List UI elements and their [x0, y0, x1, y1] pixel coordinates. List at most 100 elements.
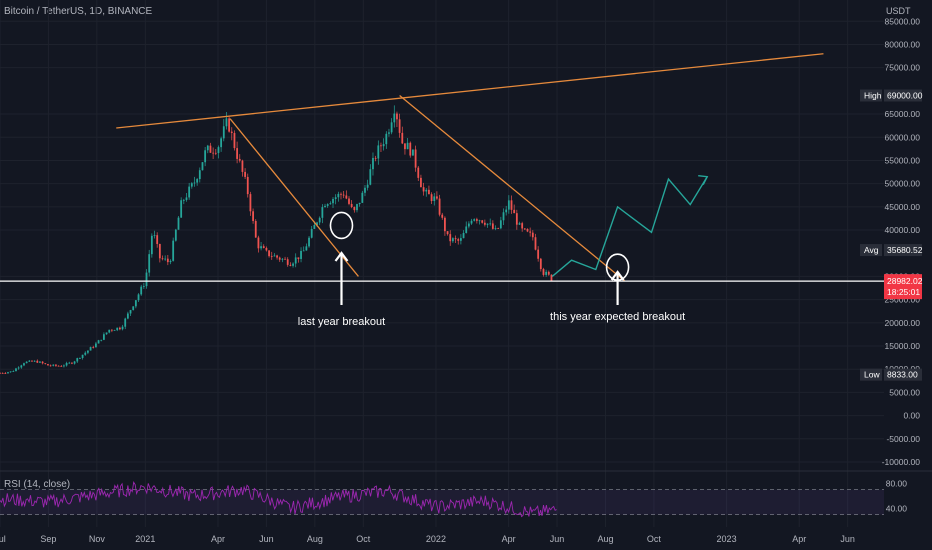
candle-body [404, 143, 406, 150]
candle-body [180, 200, 183, 218]
candle-body [113, 330, 116, 331]
time-tick-label: Oct [356, 534, 371, 544]
candle-body [73, 361, 76, 364]
candle-body [334, 197, 337, 200]
candle-body [87, 350, 89, 353]
candle-body [230, 131, 233, 133]
high-badge-label: High [864, 91, 882, 101]
candle-body [193, 182, 196, 184]
candle-body [140, 286, 143, 295]
candle-body [190, 183, 193, 187]
rsi-pane [0, 480, 884, 518]
candle-body [316, 222, 318, 225]
candle-body [110, 329, 113, 331]
candle-body [438, 198, 441, 215]
currency-unit: USDT [886, 6, 911, 16]
candle-body [39, 361, 41, 363]
candle-body [105, 332, 108, 335]
candle-body [542, 269, 545, 275]
candle-body [342, 194, 345, 196]
candle-body [257, 237, 260, 249]
candle-body [217, 147, 220, 154]
candle-body [121, 326, 124, 330]
candle-body [324, 205, 326, 208]
candle-body [254, 220, 257, 238]
candle-body [340, 193, 342, 195]
candle-body [348, 198, 350, 204]
candle-body [172, 240, 175, 261]
candle-body [489, 223, 492, 225]
candle-body [523, 228, 526, 230]
breakout-circle [329, 211, 354, 240]
price-axis[interactable]: 85000.00 80000.00 75000.00 65000.00 60000.00… [860, 16, 923, 513]
candle-body [153, 235, 156, 236]
candle-body [15, 368, 17, 372]
candle-body [388, 132, 390, 134]
candle-body [49, 365, 52, 367]
candle-body [382, 144, 385, 147]
low-badge-value: 8833.00 [887, 370, 918, 380]
candle-body [273, 255, 276, 257]
time-tick-label: Oct [647, 534, 662, 544]
candle-body [478, 220, 481, 222]
time-tick-label: Apr [502, 534, 516, 544]
candle-body [473, 219, 476, 221]
rsi-band [0, 489, 884, 515]
low-badge-label: Low [864, 370, 880, 380]
candle-body [486, 223, 489, 225]
candle-body [252, 211, 254, 221]
rsi-title[interactable]: RSI (14, close) [4, 479, 71, 490]
time-tick-label: Jun [259, 534, 274, 544]
high-badge-tag [860, 89, 882, 102]
candle-body [116, 327, 119, 331]
annotation-this-year: this year expected breakout [550, 311, 685, 323]
candle-body [65, 363, 68, 366]
candle-body [196, 179, 199, 183]
candle-body [17, 367, 20, 369]
candle-body [244, 171, 246, 177]
candle-body [428, 189, 430, 195]
time-tick-label: Jun [840, 534, 855, 544]
candle-body [377, 145, 380, 159]
low-badge-box [884, 368, 922, 381]
candle-body [446, 231, 449, 235]
current-price-value: 28982.02 [887, 276, 923, 286]
candle-body [76, 358, 79, 362]
candle-body [300, 250, 302, 259]
candle-body [108, 329, 111, 333]
time-tick-label: 2023 [717, 534, 737, 544]
candle-body [502, 212, 505, 221]
candle-body [209, 145, 212, 153]
candle-body [345, 195, 348, 199]
candle-body [124, 318, 127, 327]
candle-body [398, 119, 401, 133]
trendlines [0, 53, 884, 282]
candle-body [414, 149, 417, 168]
candle-body [28, 360, 31, 362]
rsi-tick-label: 40.00 [886, 503, 908, 513]
candle-body [449, 234, 452, 242]
candle-body [366, 184, 369, 188]
candle-body [100, 339, 103, 341]
price-tick-label: 40000.00 [885, 225, 921, 235]
candle-body [57, 365, 60, 367]
candle-body [92, 347, 95, 348]
candle-body [238, 158, 241, 161]
candle-body [220, 138, 223, 148]
candle-body [278, 257, 281, 260]
candle-body [481, 220, 484, 223]
candle-body [41, 361, 44, 364]
symbol-title[interactable]: Bitcoin / TetherUS, 1D, BINANCE [4, 6, 153, 17]
candle-body [47, 364, 49, 366]
candle-body [36, 360, 39, 363]
candle-body [25, 361, 28, 364]
time-axis[interactable]: Jul Sep Nov 2021 Apr Jun Aug Oct 2022 Apr Jun Aug Oc… [0, 534, 855, 544]
candle-body [12, 371, 15, 372]
candle-body [169, 260, 172, 263]
candle-body [436, 196, 438, 199]
candle-body [129, 310, 132, 314]
candle-body [409, 142, 412, 156]
candle-body [236, 148, 239, 159]
current-price-countdown: 18:25:01 [887, 287, 920, 297]
